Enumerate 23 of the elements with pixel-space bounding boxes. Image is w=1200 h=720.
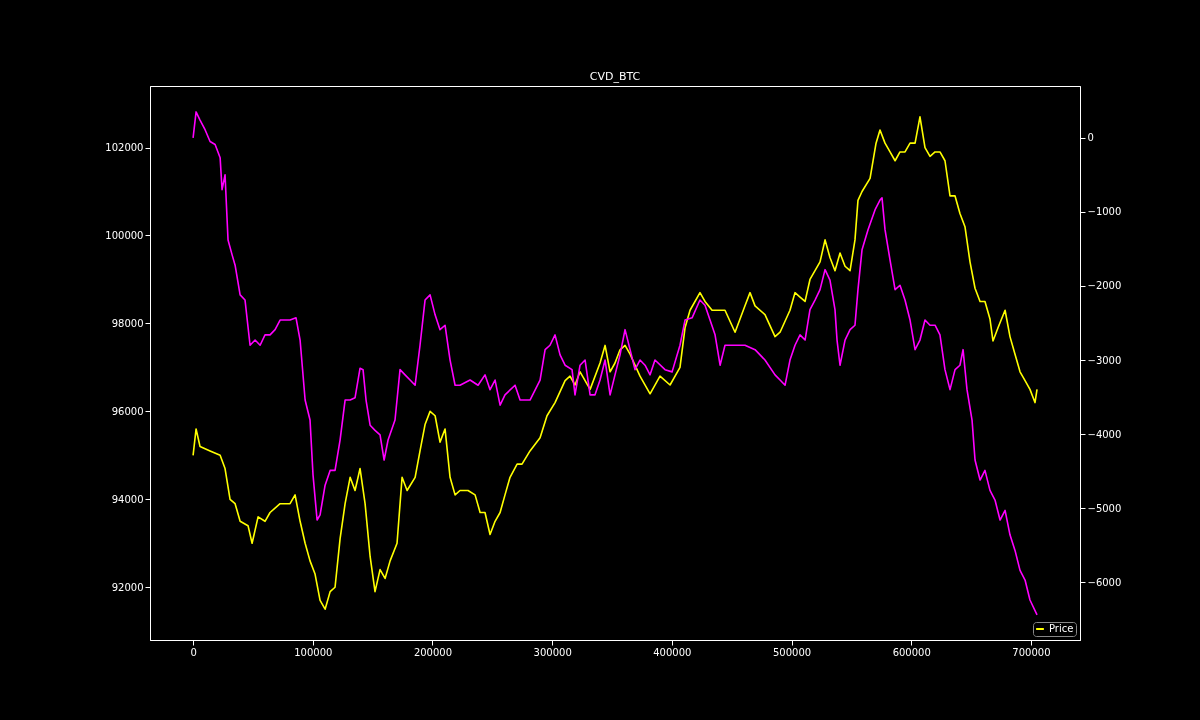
x-tick-label: 600000 — [892, 646, 931, 658]
y2-tick-label: −6000 — [1087, 576, 1122, 588]
chart-title: CVD_BTC — [589, 70, 641, 83]
y-tick-label: 100000 — [105, 229, 144, 241]
y2-tick-label: −4000 — [1087, 428, 1122, 440]
x-tick-label: 0 — [190, 646, 197, 658]
legend-label: Price — [1049, 623, 1074, 634]
y2-tick-label: 0 — [1087, 132, 1094, 144]
y-tick-label: 96000 — [111, 405, 144, 417]
y-tick-label: 98000 — [111, 317, 144, 329]
y-tick-label: 92000 — [111, 581, 144, 593]
y-tick-label: 102000 — [105, 142, 144, 154]
x-tick-label: 500000 — [772, 646, 812, 658]
x-tick-label: 400000 — [653, 646, 692, 658]
x-tick-label: 700000 — [1012, 646, 1051, 658]
y2-tick-label: −5000 — [1087, 502, 1122, 514]
y2-tick-label: −3000 — [1087, 354, 1122, 366]
x-tick-label: 200000 — [413, 646, 453, 658]
x-tick-label: 100000 — [294, 646, 333, 658]
y-tick-label: 94000 — [111, 493, 144, 505]
y2-tick-label: −1000 — [1087, 206, 1122, 218]
y2-tick-label: −2000 — [1087, 280, 1122, 292]
x-tick-label: 300000 — [533, 646, 572, 658]
